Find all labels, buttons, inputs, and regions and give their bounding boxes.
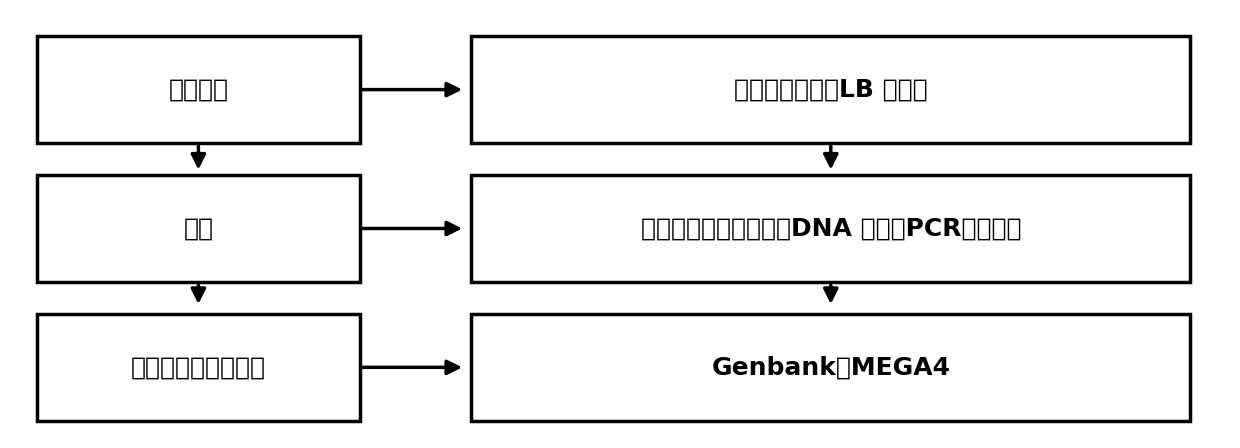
FancyBboxPatch shape — [471, 175, 1190, 282]
Text: Genbank、MEGA4: Genbank、MEGA4 — [712, 355, 950, 379]
FancyBboxPatch shape — [37, 314, 360, 421]
FancyBboxPatch shape — [471, 314, 1190, 421]
Text: 鉴定: 鉴定 — [184, 216, 213, 241]
FancyBboxPatch shape — [37, 36, 360, 143]
Text: 细菌培养: 细菌培养 — [169, 78, 228, 102]
Text: 牛肉膏蛋白胨、LB 培养基: 牛肉膏蛋白胨、LB 培养基 — [734, 78, 928, 102]
Text: 分子生物学实验鉴定（DNA 提取、PCR、测序）: 分子生物学实验鉴定（DNA 提取、PCR、测序） — [641, 216, 1021, 241]
FancyBboxPatch shape — [471, 36, 1190, 143]
Text: 系统发育进化树分析: 系统发育进化树分析 — [131, 355, 265, 379]
FancyBboxPatch shape — [37, 175, 360, 282]
